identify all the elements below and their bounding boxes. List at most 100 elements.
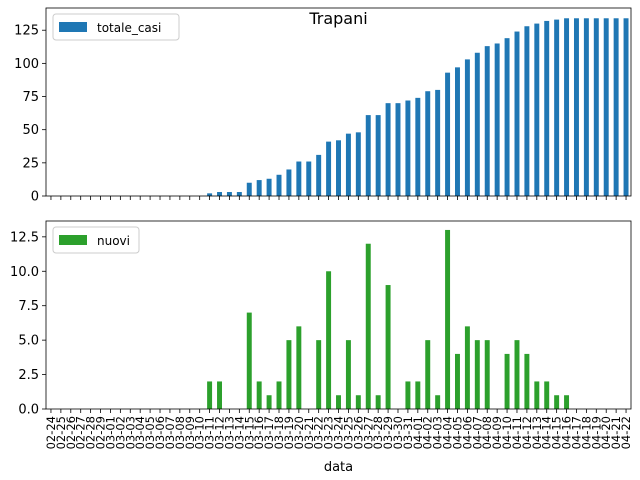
x-tick-label: 04-04 (441, 416, 455, 449)
bar-totale_casi-04-15 (554, 19, 560, 196)
x-tick-label: 04-07 (470, 416, 484, 449)
x-tick-label: 04-12 (520, 416, 534, 449)
y-tick-label: 75 (22, 90, 39, 105)
bar-nuovi-04-15 (554, 395, 560, 409)
bar-totale_casi-03-27 (365, 115, 371, 196)
bar-totale_casi-03-24 (336, 140, 341, 196)
x-tick-label: 03-22 (312, 416, 326, 449)
x-tick-label: 03-20 (292, 416, 306, 449)
x-tick-label: 04-19 (589, 416, 603, 449)
bar-nuovi-03-24 (336, 395, 341, 409)
bar-totale_casi-04-19 (593, 18, 599, 197)
bar-totale_casi-04-21 (613, 18, 619, 197)
x-tick-label: 04-05 (450, 416, 464, 449)
legend-label-totale-casi: totale_casi (97, 21, 161, 35)
x-tick-label: 04-18 (579, 416, 593, 449)
x-tick-label: 04-03 (431, 416, 445, 449)
x-tick-label: 04-01 (411, 416, 425, 449)
x-tick-label: 03-16 (252, 416, 266, 449)
bar-totale_casi-03-13 (226, 192, 232, 196)
bar-totale_casi-03-22 (316, 154, 322, 196)
bar-totale_casi-03-11 (207, 193, 213, 196)
bottom-y-axis: 0.0 2.5 5.0 7.5 10.0 12.5 (10, 230, 46, 418)
x-tick-label: 03-08 (173, 416, 187, 449)
bar-totale_casi-04-05 (455, 67, 460, 196)
bar-totale_casi-03-12 (217, 192, 222, 196)
x-tick-label: 04-22 (619, 416, 633, 449)
bar-totale_casi-03-19 (286, 169, 292, 196)
x-tick-label: 03-18 (272, 416, 286, 449)
bar-nuovi-04-12 (524, 353, 530, 409)
bar-nuovi-03-19 (286, 340, 292, 409)
legend-swatch-totale-casi (59, 22, 87, 32)
x-tick-label: 04-13 (530, 416, 544, 449)
top-y-axis: 0 25 50 75 100 125 (14, 24, 46, 205)
bar-totale_casi-04-16 (564, 18, 570, 197)
bottom-legend-box (52, 226, 140, 254)
bar-totale_casi-03-20 (296, 161, 302, 196)
x-tick-label: 03-27 (361, 416, 375, 449)
y-tick-label: 100 (14, 57, 39, 72)
bar-nuovi-04-02 (425, 340, 431, 409)
bar-nuovi-04-05 (455, 353, 460, 409)
x-tick-label: 03-26 (351, 416, 365, 449)
x-tick-label: 03-15 (242, 416, 256, 449)
bar-totale_casi-04-01 (415, 97, 421, 196)
bottom-chart-panel: 0.02.55.07.510.012.5 02-2402-2502-2602-2… (10, 220, 633, 475)
top-bars (207, 18, 629, 197)
x-tick-label: 04-09 (490, 416, 504, 449)
bar-totale_casi-04-06 (464, 59, 470, 196)
x-tick-label: 03-09 (183, 416, 197, 449)
bar-nuovi-04-16 (564, 395, 570, 409)
y-tick-label: 10.0 (10, 265, 39, 280)
bar-totale_casi-03-17 (266, 178, 272, 196)
x-tick-label: 03-17 (262, 416, 276, 449)
x-tick-label: 03-25 (341, 416, 355, 449)
bar-totale_casi-04-13 (534, 23, 540, 196)
x-tick-label: 04-11 (510, 416, 524, 449)
bar-nuovi-03-15 (246, 312, 252, 409)
x-tick-label: 03-06 (153, 416, 167, 449)
top-plot-frame (45, 7, 632, 197)
bar-totale_casi-03-18 (276, 174, 282, 196)
x-tick-label: 04-16 (560, 416, 574, 449)
x-tick-label: 03-29 (381, 416, 395, 449)
x-tick-label: 02-29 (94, 416, 108, 449)
y-tick-label: 0.0 (18, 403, 39, 418)
bar-nuovi-03-12 (217, 381, 222, 409)
y-tick-label: 125 (14, 24, 39, 39)
x-tick-label: 03-13 (222, 416, 236, 449)
bar-nuovi-04-03 (435, 395, 441, 409)
bar-nuovi-03-16 (256, 381, 262, 409)
bar-totale_casi-04-07 (474, 52, 480, 197)
bar-nuovi-03-20 (296, 326, 302, 409)
x-tick-label: 03-21 (302, 416, 316, 449)
x-tick-label: 03-04 (133, 416, 147, 449)
x-tick-label: 04-15 (550, 416, 564, 449)
x-tick-label: 03-28 (371, 416, 385, 449)
bar-totale_casi-03-29 (385, 103, 391, 196)
bar-totale_casi-04-04 (445, 72, 451, 196)
bar-nuovi-03-31 (405, 381, 411, 409)
x-tick-label: 03-12 (213, 416, 227, 449)
bar-nuovi-03-23 (326, 271, 332, 409)
x-tick-label: 03-11 (203, 416, 217, 449)
bar-totale_casi-03-25 (345, 133, 351, 196)
bar-nuovi-03-22 (316, 340, 322, 409)
top-legend-box (52, 13, 180, 41)
bar-totale_casi-03-14 (236, 192, 242, 196)
bar-totale_casi-04-03 (435, 89, 441, 196)
bar-totale_casi-04-17 (573, 18, 579, 197)
bar-totale_casi-03-30 (395, 103, 401, 196)
legend-label-nuovi: nuovi (97, 234, 130, 248)
bar-nuovi-03-11 (207, 381, 213, 409)
x-tick-label: 03-19 (282, 416, 296, 449)
y-tick-label: 50 (22, 123, 39, 138)
bar-totale_casi-04-22 (623, 18, 629, 197)
y-tick-label: 2.5 (18, 368, 39, 383)
bar-nuovi-04-04 (445, 229, 451, 409)
bar-nuovi-04-06 (464, 326, 470, 409)
bar-nuovi-03-17 (266, 395, 272, 409)
bar-totale_casi-04-18 (583, 18, 589, 197)
x-tick-label: 02-25 (54, 416, 68, 449)
